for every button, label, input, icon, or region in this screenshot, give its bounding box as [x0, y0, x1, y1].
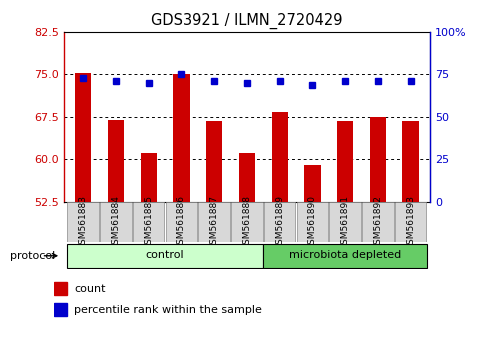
Text: GSM561883: GSM561883	[79, 195, 87, 250]
Text: GSM561890: GSM561890	[307, 195, 316, 250]
FancyBboxPatch shape	[198, 202, 229, 242]
FancyBboxPatch shape	[100, 202, 131, 242]
FancyBboxPatch shape	[231, 202, 262, 242]
Bar	[75, 73, 91, 202]
Text: microbiota depleted: microbiota depleted	[288, 250, 401, 260]
Bar	[173, 74, 189, 202]
Text: GSM561887: GSM561887	[209, 195, 218, 250]
Bar	[402, 121, 418, 202]
Bar	[238, 153, 255, 202]
Bar	[67, 244, 263, 268]
FancyBboxPatch shape	[264, 202, 295, 242]
FancyBboxPatch shape	[165, 202, 197, 242]
Bar	[304, 165, 320, 202]
FancyBboxPatch shape	[394, 202, 426, 242]
Text: GSM561886: GSM561886	[177, 195, 185, 250]
Text: protocol: protocol	[10, 251, 55, 261]
Text: GSM561888: GSM561888	[242, 195, 251, 250]
Text: percentile rank within the sample: percentile rank within the sample	[74, 305, 261, 315]
Bar	[140, 153, 157, 202]
Text: GSM561884: GSM561884	[111, 195, 120, 250]
Bar	[271, 112, 287, 202]
FancyBboxPatch shape	[296, 202, 327, 242]
Text: count: count	[74, 284, 105, 294]
FancyBboxPatch shape	[329, 202, 360, 242]
Text: GSM561893: GSM561893	[406, 195, 414, 250]
FancyBboxPatch shape	[67, 202, 99, 242]
Bar	[369, 117, 386, 202]
Bar	[263, 244, 426, 268]
Text: GSM561885: GSM561885	[144, 195, 153, 250]
Bar	[205, 121, 222, 202]
Bar	[336, 121, 353, 202]
Title: GDS3921 / ILMN_2720429: GDS3921 / ILMN_2720429	[151, 13, 342, 29]
Bar	[54, 303, 66, 316]
Text: GSM561889: GSM561889	[275, 195, 284, 250]
FancyBboxPatch shape	[133, 202, 164, 242]
Text: GSM561891: GSM561891	[340, 195, 349, 250]
Bar	[107, 120, 124, 202]
Bar	[54, 282, 66, 295]
Text: control: control	[145, 250, 184, 260]
FancyBboxPatch shape	[362, 202, 393, 242]
Text: GSM561892: GSM561892	[373, 195, 382, 250]
